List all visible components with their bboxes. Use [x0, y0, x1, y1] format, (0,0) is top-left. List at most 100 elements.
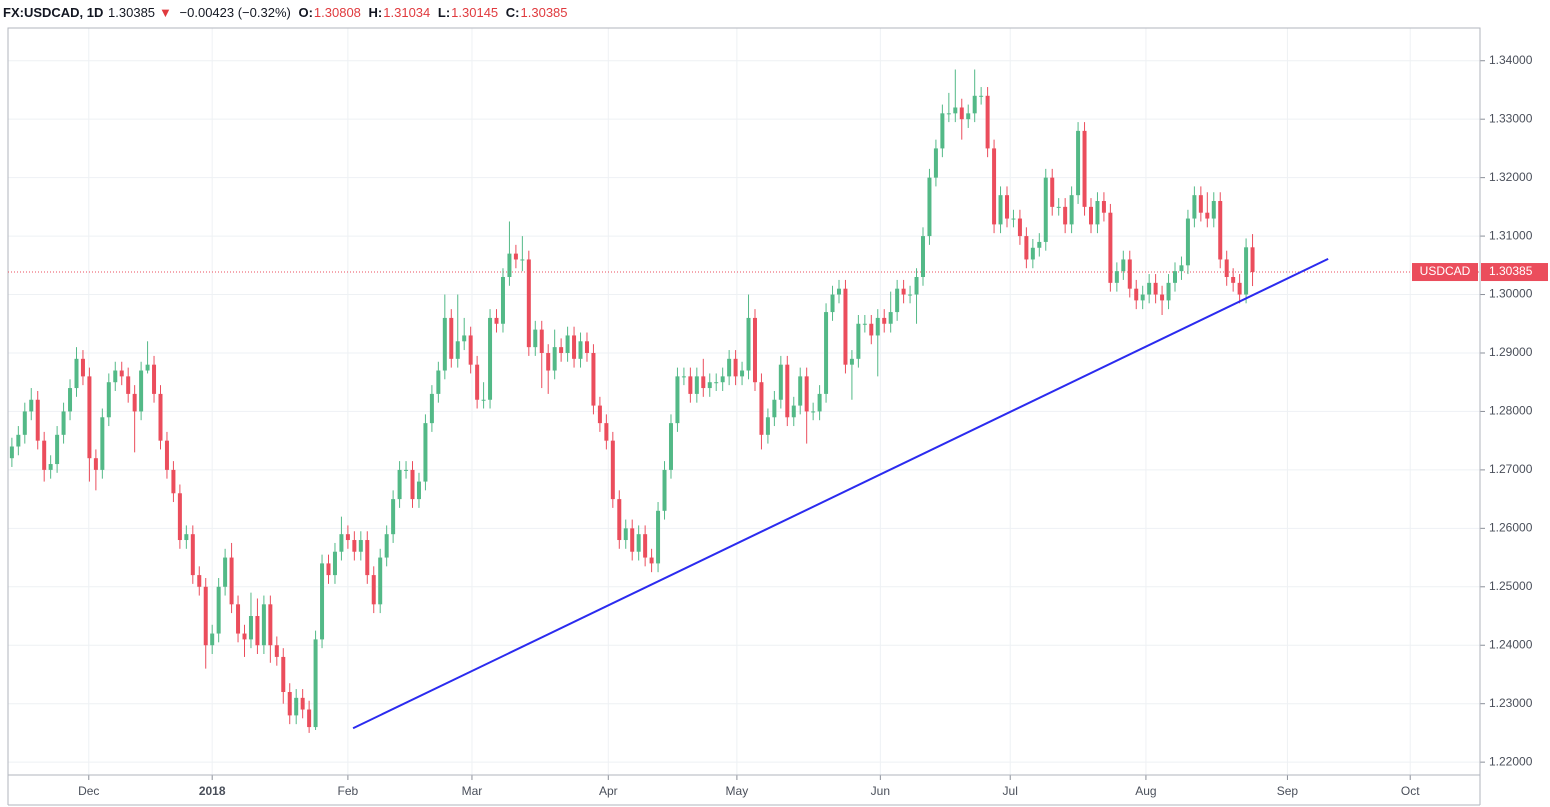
- ohlc-label: C:: [505, 5, 520, 20]
- candle-body: [856, 323, 861, 359]
- y-tick-label: 1.25000: [1489, 579, 1533, 593]
- candle-body: [617, 499, 622, 541]
- candle-body: [345, 534, 350, 541]
- candle-body: [190, 534, 195, 576]
- candle-body: [804, 376, 809, 412]
- candle-body: [378, 557, 383, 605]
- y-tick-label: 1.33000: [1489, 111, 1533, 125]
- candle-body: [1030, 247, 1035, 260]
- candle-body: [139, 370, 144, 412]
- candle-body: [526, 259, 531, 348]
- candle-body: [798, 376, 803, 406]
- candle-body: [236, 604, 241, 634]
- candle-body: [468, 335, 473, 365]
- candle-body: [649, 557, 654, 564]
- y-tick-label: 1.22000: [1489, 754, 1533, 768]
- candle-body: [520, 259, 525, 261]
- candle-body: [746, 317, 751, 371]
- candle-body: [100, 417, 105, 470]
- candle-body: [404, 469, 409, 471]
- candle-body: [164, 440, 169, 470]
- candle-body: [643, 534, 648, 558]
- candle-body: [429, 393, 434, 424]
- candle-body: [1179, 265, 1184, 272]
- candle-body: [959, 107, 964, 120]
- candle-body: [74, 358, 79, 389]
- candle-body: [720, 376, 725, 383]
- candle-body: [901, 288, 906, 295]
- candle-body: [16, 434, 21, 447]
- candle-body: [811, 411, 816, 413]
- symbol: FX:USDCAD, 1D: [3, 5, 104, 20]
- candle-body: [158, 393, 163, 441]
- y-tick-label: 1.27000: [1489, 462, 1533, 476]
- candle-body: [1218, 201, 1223, 260]
- change: −0.00423 (−0.32%): [179, 5, 291, 20]
- candle-body: [294, 697, 299, 716]
- candle-body: [268, 604, 273, 646]
- x-tick-label: Aug: [1135, 784, 1156, 798]
- y-tick-label: 1.29000: [1489, 345, 1533, 359]
- candle-body: [397, 469, 402, 500]
- candle-body: [442, 317, 447, 371]
- candle-body: [752, 317, 757, 383]
- candle-body: [849, 358, 854, 365]
- candle-body: [998, 195, 1003, 225]
- candle-body: [42, 440, 47, 470]
- trend-line: [352, 257, 1329, 730]
- candle-body: [1231, 277, 1236, 283]
- candle-body: [985, 95, 990, 149]
- candle-body: [210, 633, 215, 646]
- candle-body: [1127, 259, 1132, 289]
- candle-body: [630, 528, 635, 552]
- candle-body: [307, 709, 312, 728]
- ohlc-label: O:: [298, 5, 313, 20]
- y-tick-label: 1.28000: [1489, 404, 1533, 418]
- candle-body: [507, 253, 512, 277]
- x-tick-label: Jun: [871, 784, 890, 798]
- candle-body: [920, 236, 925, 277]
- candle-body: [203, 586, 208, 646]
- candle-body: [1011, 218, 1016, 220]
- candle-body: [274, 645, 279, 657]
- x-tick-label: Dec: [78, 784, 99, 798]
- candle-body: [791, 405, 796, 418]
- candle-body: [513, 253, 518, 260]
- candle-body: [1134, 288, 1139, 301]
- candle-body: [9, 446, 14, 459]
- candle-body: [229, 557, 234, 605]
- candle-body: [966, 113, 971, 120]
- candle-body: [714, 382, 719, 384]
- candle-body: [216, 586, 221, 634]
- candle-body: [126, 376, 131, 394]
- candle-body: [953, 107, 958, 114]
- ohlc-label: L:: [437, 5, 451, 20]
- candle-body: [1114, 271, 1119, 283]
- candle-body: [197, 575, 202, 587]
- candle-body: [836, 288, 841, 295]
- x-tick-label: May: [726, 784, 749, 798]
- candle-body: [1147, 282, 1152, 295]
- candle-body: [55, 434, 60, 465]
- candle-body: [656, 510, 661, 564]
- candle-body: [1056, 206, 1061, 208]
- candle-body: [152, 364, 157, 394]
- candle-body: [591, 352, 596, 406]
- candle-body: [869, 323, 874, 336]
- candle-body: [1244, 247, 1249, 295]
- candle-body: [908, 294, 913, 296]
- candle-body: [888, 312, 893, 324]
- candle-body: [1076, 130, 1081, 196]
- candle-body: [979, 95, 984, 97]
- candle-body: [365, 540, 370, 576]
- candle-body: [733, 358, 738, 377]
- candle-body: [113, 370, 118, 383]
- down-arrow: ▼: [159, 5, 172, 20]
- candle-body: [320, 563, 325, 640]
- candle-body: [384, 534, 389, 558]
- candle-body: [300, 697, 305, 710]
- candle-body: [604, 423, 609, 441]
- candle-body: [972, 95, 977, 114]
- y-tick-label: 1.30000: [1489, 287, 1533, 301]
